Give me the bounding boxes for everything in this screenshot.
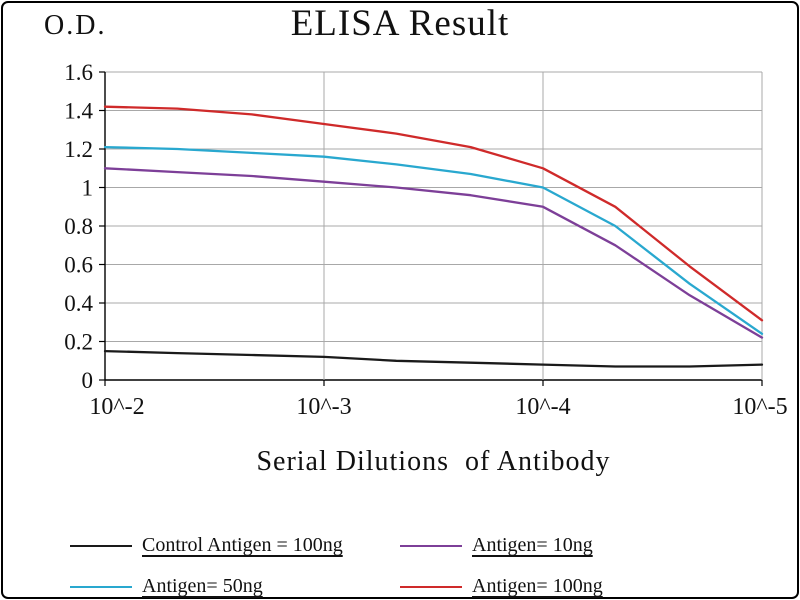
legend-line-sample-cyan [70, 585, 132, 588]
legend-item-antigen-50ng: Antigen= 50ng [70, 575, 400, 598]
svg-text:10^-4: 10^-4 [515, 394, 570, 420]
svg-text:0.6: 0.6 [64, 253, 93, 278]
legend: Control Antigen = 100ng Antigen= 10ng An… [70, 534, 740, 598]
x-axis-title: Serial Dilutions of Antibody [256, 446, 611, 477]
legend-line-sample-purple [400, 544, 462, 547]
legend-item-antigen-10ng: Antigen= 10ng [400, 534, 740, 557]
legend-item-control-antigen-100ng: Control Antigen = 100ng [70, 534, 400, 557]
svg-text:1.6: 1.6 [64, 60, 93, 85]
legend-label: Antigen= 10ng [472, 534, 593, 556]
svg-text:0.2: 0.2 [64, 330, 93, 355]
y-axis-title: O.D. [44, 10, 107, 41]
legend-line-sample-red [400, 585, 462, 588]
svg-text:0: 0 [82, 368, 94, 393]
chart-title: ELISA Result [290, 3, 510, 44]
svg-text:10^-2: 10^-2 [89, 394, 144, 420]
legend-label: Antigen= 100ng [472, 575, 603, 597]
svg-text:1.4: 1.4 [64, 99, 93, 124]
legend-label: Antigen= 50ng [142, 575, 263, 597]
legend-label: Control Antigen = 100ng [142, 534, 343, 556]
svg-text:10^-5: 10^-5 [732, 394, 787, 420]
legend-line-sample-black [70, 544, 132, 547]
svg-text:0.8: 0.8 [64, 214, 93, 239]
svg-text:1.2: 1.2 [64, 137, 93, 162]
svg-text:0.4: 0.4 [64, 291, 93, 316]
legend-item-antigen-100ng: Antigen= 100ng [400, 575, 740, 598]
svg-text:10^-3: 10^-3 [296, 394, 351, 420]
svg-text:1: 1 [82, 176, 94, 201]
